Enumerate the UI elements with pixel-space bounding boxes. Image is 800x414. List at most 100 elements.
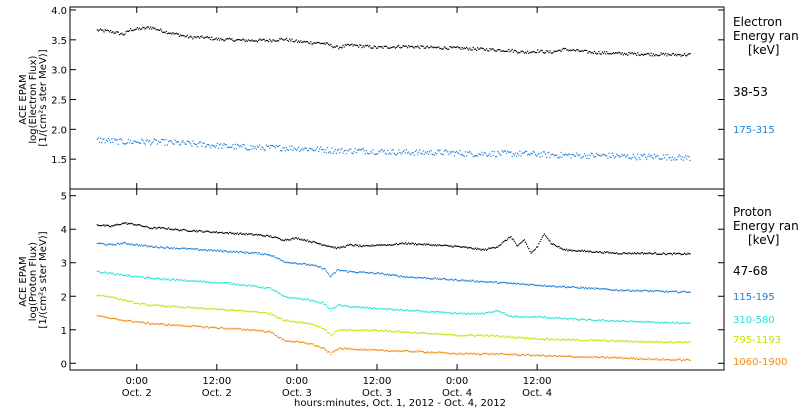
data-point <box>174 139 176 141</box>
data-point <box>682 290 684 292</box>
data-point <box>139 276 141 278</box>
data-point <box>235 284 237 286</box>
data-point <box>121 223 123 225</box>
data-point <box>164 144 166 146</box>
data-point <box>652 253 654 255</box>
data-point <box>454 334 456 336</box>
data-point <box>420 277 422 279</box>
data-point <box>450 245 452 247</box>
data-point <box>474 281 477 283</box>
data-point <box>162 139 164 141</box>
data-point <box>510 50 512 52</box>
data-point <box>657 55 659 57</box>
data-point <box>388 153 390 155</box>
data-point <box>445 352 448 354</box>
data-point <box>259 312 261 314</box>
data-point <box>687 358 689 360</box>
data-point <box>441 333 443 335</box>
data-point <box>167 32 170 34</box>
data-point <box>572 249 574 251</box>
data-point <box>275 316 277 318</box>
data-point <box>268 287 270 289</box>
data-point <box>657 253 659 255</box>
data-point <box>166 279 168 281</box>
data-point <box>266 312 269 314</box>
data-point <box>458 153 460 155</box>
data-point <box>248 284 250 286</box>
data-point <box>631 252 633 254</box>
data-point <box>319 243 321 245</box>
data-point <box>503 312 505 314</box>
data-point <box>476 248 478 251</box>
proton-y-tick-label: 0 <box>61 359 67 370</box>
data-point <box>194 307 196 309</box>
data-point <box>401 276 403 278</box>
data-point <box>275 291 277 293</box>
data-point <box>117 143 119 145</box>
data-point <box>503 281 505 283</box>
data-point <box>559 247 561 249</box>
data-point <box>365 150 368 152</box>
data-point <box>621 319 623 322</box>
data-point <box>517 316 519 318</box>
data-point <box>329 275 331 277</box>
x-tick-label-time: 0:00 <box>286 376 308 387</box>
data-point <box>177 141 180 143</box>
data-point <box>369 306 371 309</box>
data-point <box>169 228 171 230</box>
data-point <box>305 41 307 43</box>
data-point <box>450 279 452 281</box>
data-point <box>538 315 540 317</box>
data-point <box>543 284 545 286</box>
data-point <box>532 51 534 53</box>
data-point <box>225 282 227 284</box>
data-point <box>291 321 293 323</box>
data-point <box>157 226 160 229</box>
data-point <box>296 238 299 240</box>
data-point <box>462 335 464 337</box>
data-point <box>523 283 525 286</box>
data-point <box>320 43 322 45</box>
data-point <box>210 39 212 41</box>
data-point <box>549 355 551 357</box>
data-point <box>660 341 662 343</box>
data-point <box>197 306 200 309</box>
data-point <box>111 32 113 34</box>
data-point <box>176 228 178 230</box>
data-point <box>602 252 604 254</box>
data-point <box>434 244 436 246</box>
data-point <box>549 285 551 287</box>
data-point <box>125 320 127 322</box>
data-point <box>264 150 266 152</box>
data-point <box>481 353 483 355</box>
data-point <box>467 151 469 153</box>
data-point <box>618 340 620 342</box>
data-point <box>422 45 424 47</box>
data-point <box>596 250 598 252</box>
proton-y-tick-label: 5 <box>61 192 67 203</box>
data-point <box>266 331 269 333</box>
data-point <box>313 264 315 267</box>
data-point <box>121 243 123 245</box>
data-point <box>517 152 519 154</box>
data-point <box>685 341 687 343</box>
data-point <box>319 302 321 304</box>
data-point <box>680 360 682 362</box>
data-point <box>563 355 565 357</box>
data-point <box>453 245 455 247</box>
data-point <box>241 284 243 286</box>
data-point <box>649 290 651 292</box>
data-point <box>421 243 423 246</box>
data-point <box>449 279 451 281</box>
data-point <box>537 49 539 51</box>
data-point <box>422 351 424 353</box>
data-point <box>639 321 641 323</box>
data-point <box>534 316 537 318</box>
data-point <box>183 247 185 249</box>
data-point <box>161 30 163 32</box>
data-point <box>599 154 601 157</box>
data-point <box>165 324 167 326</box>
data-point <box>469 334 471 336</box>
data-point <box>679 155 681 157</box>
data-point <box>160 28 162 30</box>
